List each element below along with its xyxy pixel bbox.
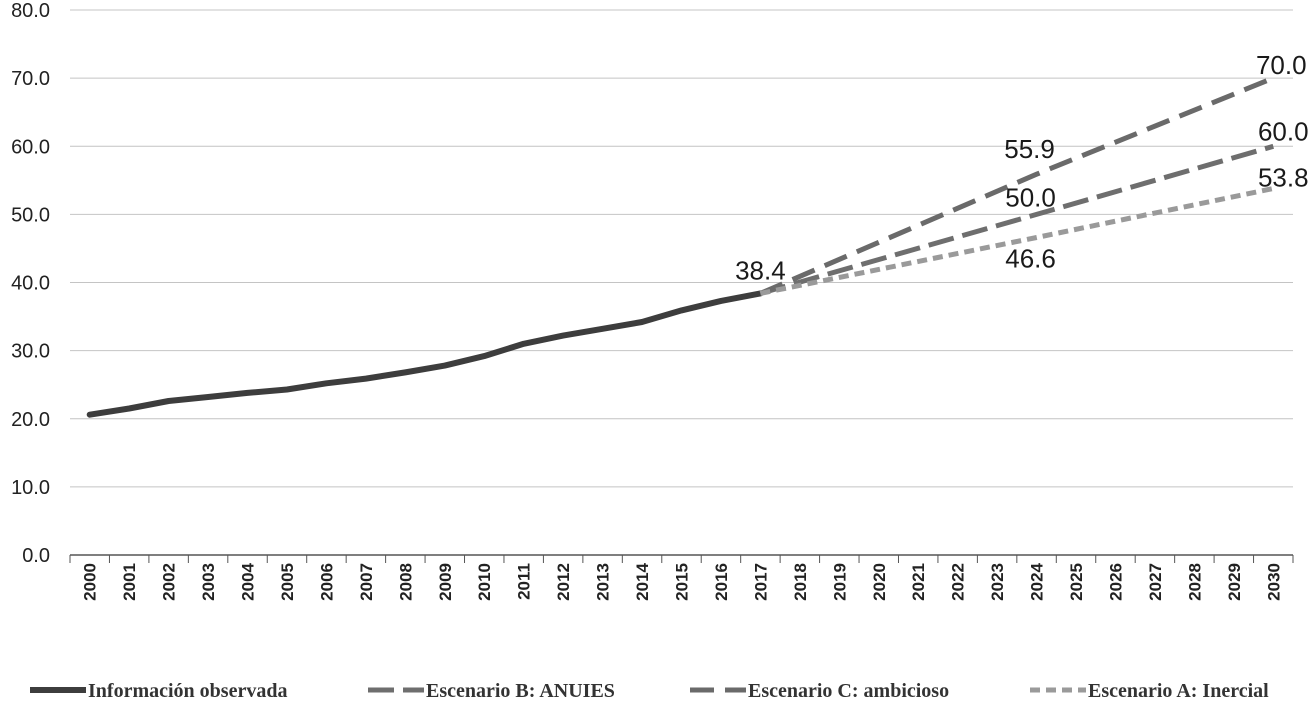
- data-label: 46.6: [1005, 244, 1056, 274]
- x-tick-label: 2020: [870, 563, 889, 601]
- line-chart: 0.0 10.0 20.0 30.0 40.0 50.0 60.0 70.0 80.0 2000…: [0, 0, 1313, 707]
- x-tick-label: 2023: [988, 563, 1007, 601]
- x-tick-label: 2002: [160, 563, 179, 601]
- x-tick-label: 2018: [791, 563, 810, 601]
- x-tick-label: 2012: [554, 563, 573, 601]
- x-tick-label: 2029: [1225, 563, 1244, 601]
- data-label: 53.8: [1258, 162, 1309, 192]
- x-axis-ticks: 2000 2001 2002 2003 2004 2005 2006 2007 2008 2009…: [70, 555, 1293, 601]
- x-tick-label: 2017: [751, 563, 770, 601]
- y-tick-label: 80.0: [11, 0, 50, 22]
- x-tick-label: 2019: [830, 563, 849, 601]
- x-tick-label: 2004: [239, 562, 258, 600]
- x-tick-label: 2022: [949, 563, 968, 601]
- x-tick-label: 2008: [396, 563, 415, 601]
- x-tick-label: 2026: [1106, 563, 1125, 601]
- data-labels: 38.4 55.9 50.0 46.6 70.0 60.0 53.8: [735, 50, 1308, 285]
- data-label: 50.0: [1005, 182, 1056, 212]
- legend-label-2: Escenario C: ambicioso: [748, 680, 949, 702]
- data-label: 60.0: [1258, 116, 1309, 146]
- y-tick-label: 40.0: [11, 273, 50, 295]
- x-tick-label: 2021: [909, 563, 928, 601]
- x-tick-label: 2030: [1264, 563, 1283, 601]
- legend: Información observada Escenario B: ANUIES…: [30, 680, 1269, 702]
- y-tick-label: 30.0: [11, 341, 50, 363]
- x-tick-label: 2006: [317, 563, 336, 601]
- x-tick-label: 2028: [1185, 563, 1204, 601]
- data-label: 70.0: [1256, 50, 1307, 80]
- y-tick-label: 10.0: [11, 477, 50, 499]
- y-tick-label: 20.0: [11, 409, 50, 431]
- data-label: 55.9: [1004, 134, 1055, 164]
- x-tick-label: 2005: [278, 563, 297, 601]
- x-tick-label: 2025: [1067, 563, 1086, 601]
- y-tick-label: 0.0: [22, 545, 50, 567]
- y-tick-label: 60.0: [11, 136, 50, 158]
- x-tick-label: 2015: [673, 563, 692, 601]
- x-tick-label: 2000: [81, 563, 100, 601]
- x-tick-label: 2009: [436, 563, 455, 601]
- x-tick-label: 2027: [1146, 563, 1165, 601]
- x-tick-label: 2003: [199, 563, 218, 601]
- data-label: 38.4: [735, 255, 786, 285]
- x-tick-label: 2010: [475, 563, 494, 601]
- legend-label-1: Escenario B: ANUIES: [426, 680, 615, 702]
- series-lines: [90, 78, 1274, 415]
- x-tick-label: 2024: [1028, 562, 1047, 600]
- legend-label-3: Escenario A: Inercial: [1088, 680, 1269, 702]
- series-line-0: [90, 293, 761, 414]
- x-tick-label: 2001: [120, 563, 139, 601]
- x-tick-label: 2011: [515, 563, 534, 600]
- x-tick-label: 2007: [357, 563, 376, 601]
- x-tick-label: 2016: [712, 563, 731, 601]
- x-tick-label: 2014: [633, 562, 652, 600]
- gridlines: [70, 10, 1293, 555]
- y-tick-label: 50.0: [11, 204, 50, 226]
- y-axis-ticks: 0.0 10.0 20.0 30.0 40.0 50.0 60.0 70.0 80.0: [11, 0, 50, 567]
- x-tick-label: 2013: [594, 563, 613, 601]
- y-tick-label: 70.0: [11, 68, 50, 90]
- legend-label-0: Información observada: [88, 680, 287, 702]
